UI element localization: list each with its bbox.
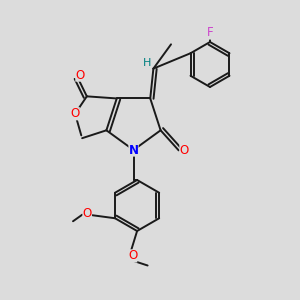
Text: H: H [142,58,150,68]
Text: N: N [128,143,139,157]
Text: O: O [179,144,189,157]
Text: H: H [142,58,151,68]
Text: O: O [128,249,137,262]
Text: O: O [70,107,80,120]
Text: F: F [207,26,213,40]
Text: O: O [82,207,92,220]
Text: O: O [75,69,85,82]
